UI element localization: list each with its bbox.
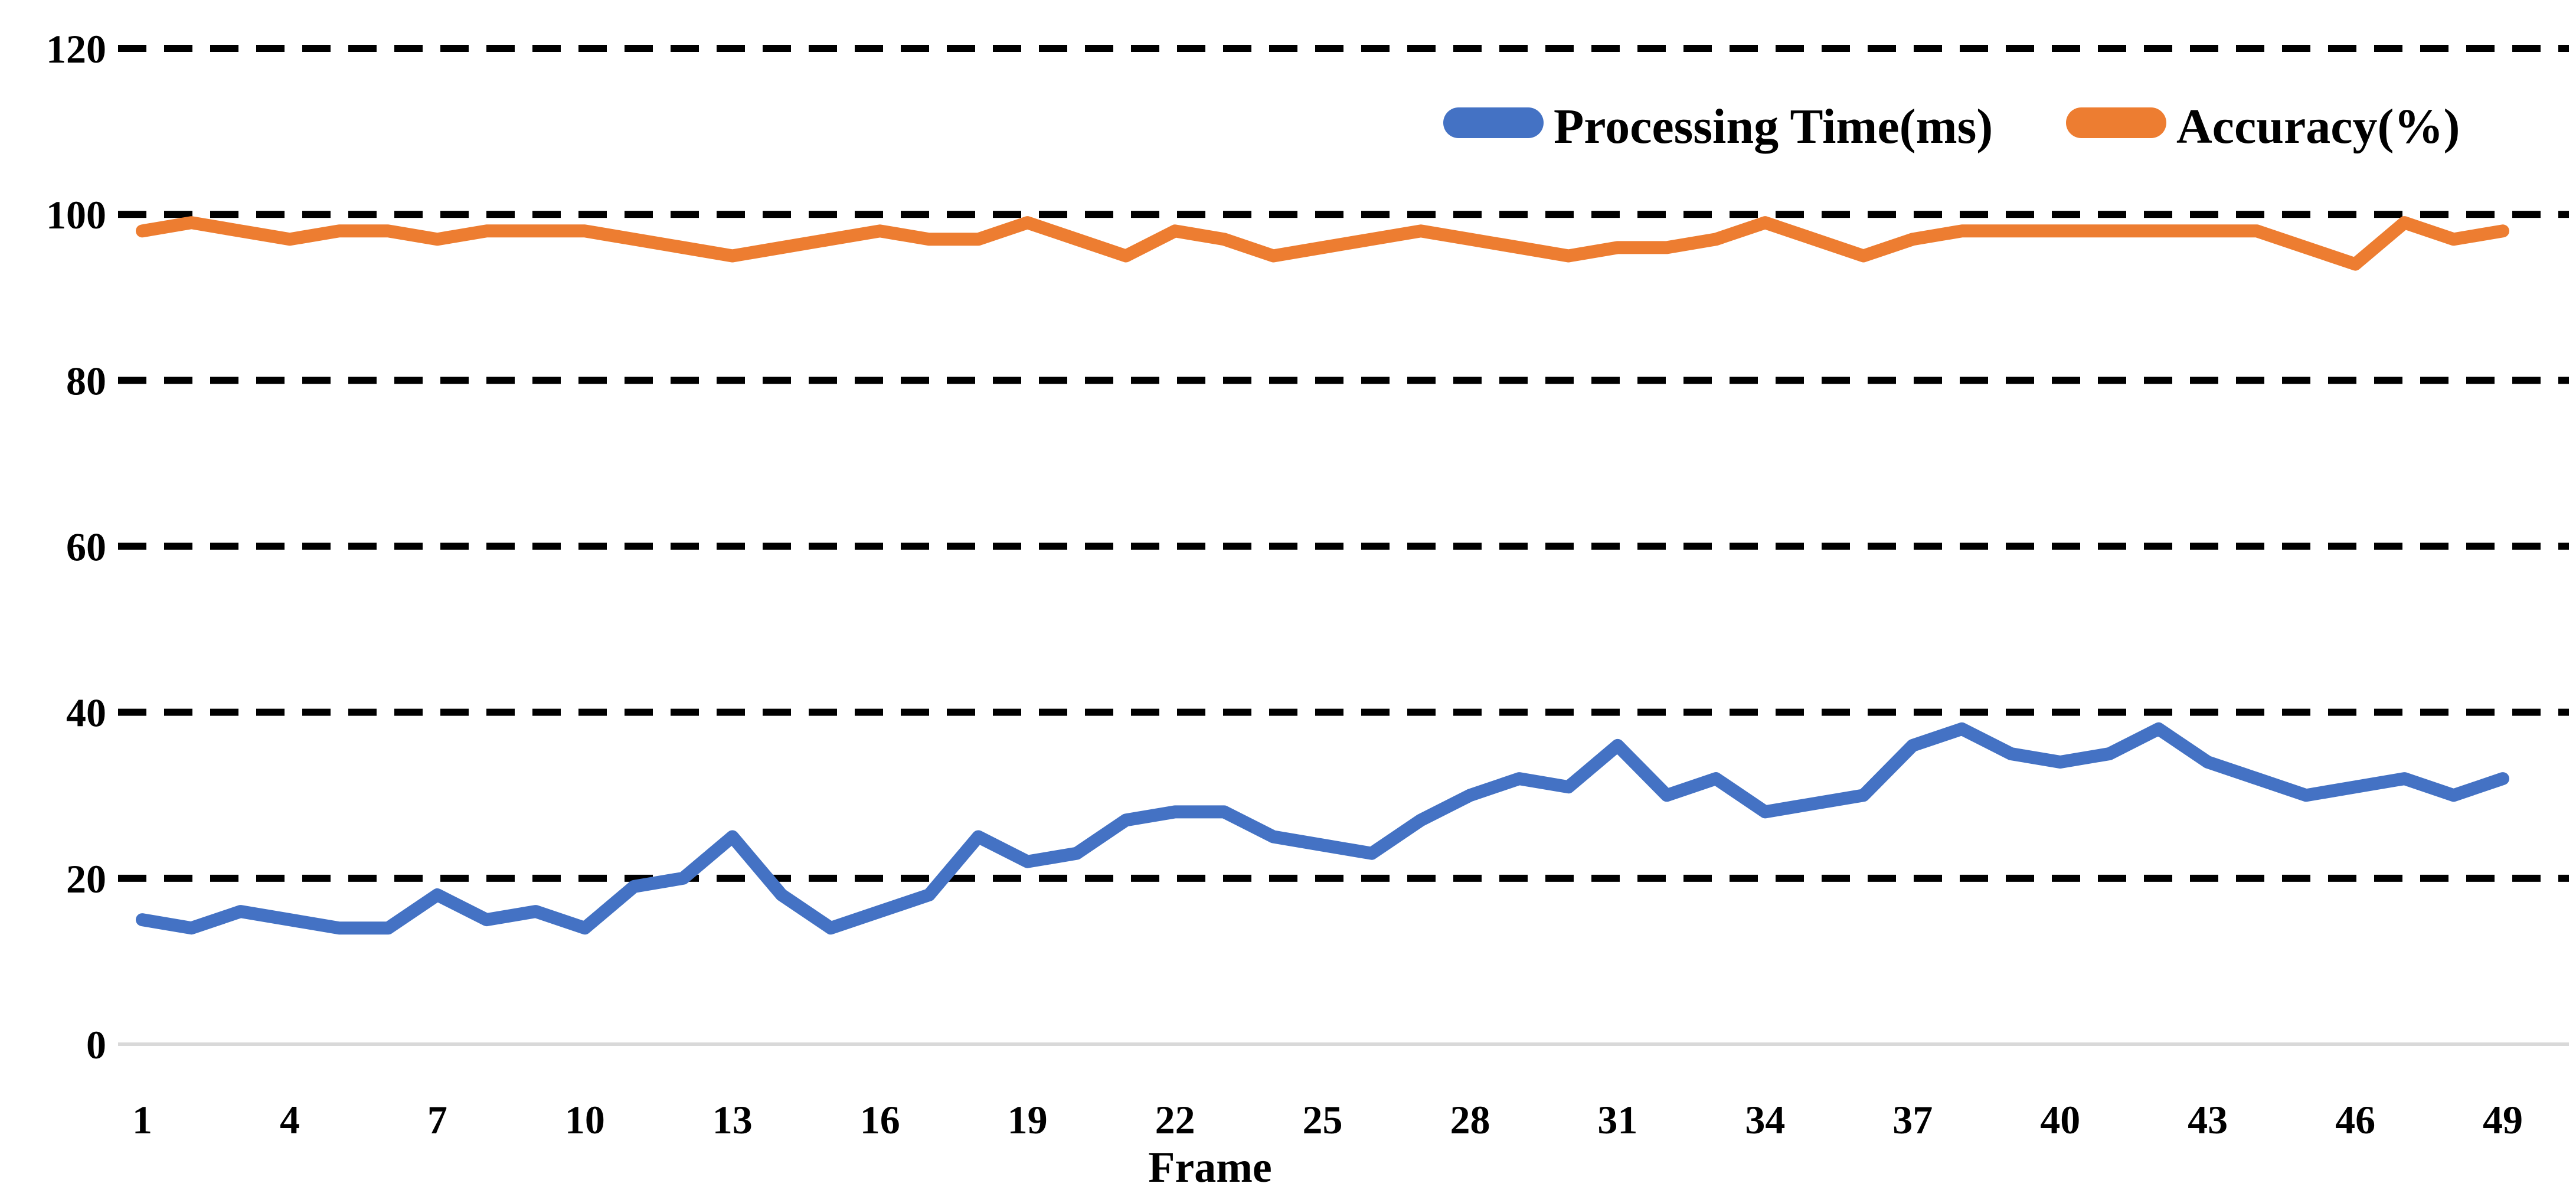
svg-text:120: 120 xyxy=(46,27,106,71)
svg-text:80: 80 xyxy=(66,358,106,403)
svg-text:22: 22 xyxy=(1155,1097,1195,1142)
svg-text:0: 0 xyxy=(86,1022,106,1067)
x-axis-title: Frame xyxy=(1148,1143,1272,1192)
y-axis-tick-labels: 0 20 40 60 80 100 120 xyxy=(46,27,106,1067)
svg-text:19: 19 xyxy=(1008,1097,1048,1142)
svg-text:37: 37 xyxy=(1892,1097,1933,1142)
svg-text:43: 43 xyxy=(2188,1097,2228,1142)
svg-text:7: 7 xyxy=(427,1097,447,1142)
accuracy-line xyxy=(136,216,2509,271)
x-axis-tick-labels: 1 4 7 10 13 16 19 22 25 28 31 34 37 40 43 46 49 xyxy=(132,1097,2523,1142)
svg-text:20: 20 xyxy=(66,857,106,901)
legend-label-processing-time: Processing Time(ms) xyxy=(1554,99,1993,154)
svg-text:40: 40 xyxy=(2040,1097,2080,1142)
svg-text:13: 13 xyxy=(712,1097,753,1142)
svg-text:34: 34 xyxy=(1745,1097,1785,1142)
legend-marker-processing-time xyxy=(1443,107,1544,138)
processing-time-line xyxy=(136,722,2509,935)
gridlines xyxy=(118,45,2569,882)
svg-text:31: 31 xyxy=(1597,1097,1637,1142)
legend: Processing Time(ms) Accuracy(%) xyxy=(1443,99,2460,154)
svg-text:28: 28 xyxy=(1450,1097,1490,1142)
legend-label-accuracy: Accuracy(%) xyxy=(2176,99,2460,154)
svg-text:4: 4 xyxy=(280,1097,300,1142)
legend-marker-accuracy xyxy=(2066,107,2166,138)
svg-text:40: 40 xyxy=(66,691,106,735)
svg-text:10: 10 xyxy=(565,1097,605,1142)
svg-text:100: 100 xyxy=(46,192,106,237)
svg-text:25: 25 xyxy=(1303,1097,1343,1142)
svg-text:1: 1 xyxy=(132,1097,152,1142)
svg-text:46: 46 xyxy=(2335,1097,2375,1142)
svg-text:16: 16 xyxy=(860,1097,900,1142)
svg-text:49: 49 xyxy=(2483,1097,2523,1142)
svg-text:60: 60 xyxy=(66,525,106,570)
